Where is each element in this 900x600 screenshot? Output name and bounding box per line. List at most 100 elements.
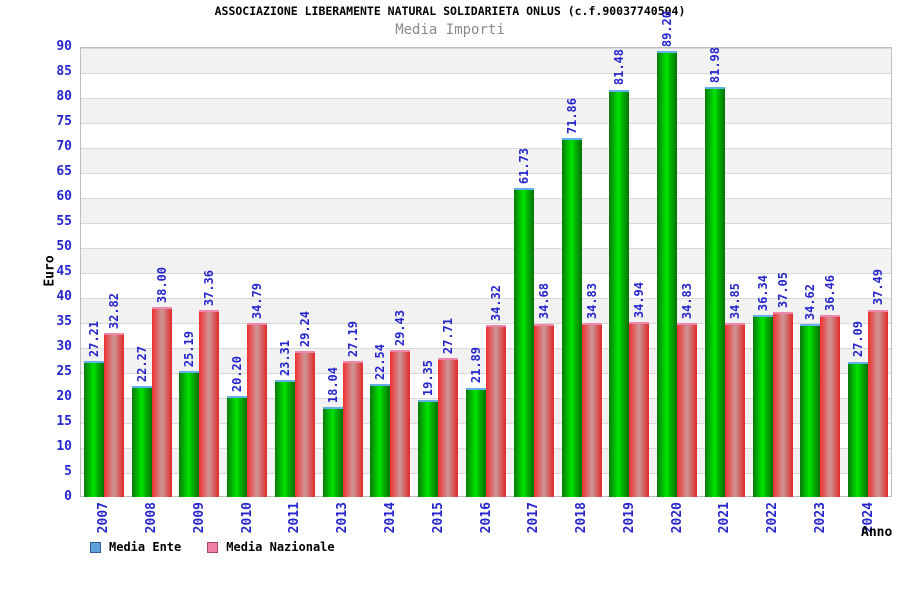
legend: Media Ente Media Nazionale bbox=[90, 540, 335, 554]
bar-media-ente-2024 bbox=[848, 361, 869, 497]
x-tick-2015: 2015 bbox=[414, 502, 462, 546]
value-text: 27.19 bbox=[345, 320, 360, 358]
legend-label-media-nazionale: Media Nazionale bbox=[226, 540, 335, 554]
value-label-bar-media-nazionale-2015: 27.71 bbox=[438, 318, 458, 354]
value-label-bar-media-nazionale-2007: 32.82 bbox=[104, 293, 124, 329]
value-text: 22.27 bbox=[134, 345, 149, 382]
y-tick-45: 45 bbox=[56, 264, 72, 279]
x-tick-text: 2014 bbox=[382, 502, 398, 534]
bar-media-nazionale-2022 bbox=[772, 311, 793, 497]
value-text: 27.21 bbox=[86, 320, 101, 357]
value-text: 25.19 bbox=[182, 330, 197, 368]
value-label-bar-media-ente-2016: 21.89 bbox=[466, 347, 486, 383]
bar-media-nazionale-2007 bbox=[103, 332, 124, 497]
value-text: 34.32 bbox=[489, 285, 503, 322]
bar-media-nazionale-2021 bbox=[724, 322, 745, 497]
value-text: 29.43 bbox=[393, 309, 408, 346]
bar-media-nazionale-2016 bbox=[486, 325, 506, 497]
bar-group-2016: 21.89 34.32 bbox=[462, 47, 510, 497]
y-tick-15: 15 bbox=[56, 414, 72, 429]
x-tick-text: 2010 bbox=[239, 502, 255, 534]
value-text: 36.34 bbox=[755, 275, 770, 312]
value-label-bar-media-nazionale-2023: 36.46 bbox=[820, 275, 840, 311]
bar-media-ente-2010 bbox=[227, 396, 248, 497]
value-label-bar-media-ente-2018: 71.86 bbox=[562, 98, 582, 134]
value-label-bar-media-ente-2023: 34.62 bbox=[800, 284, 820, 320]
x-tick-text: 2011 bbox=[287, 502, 303, 534]
x-tick-text: 2022 bbox=[765, 502, 781, 534]
y-tick-0: 0 bbox=[64, 489, 72, 504]
bar-group-2023: 34.62 36.46 bbox=[796, 47, 844, 497]
value-label-bar-media-ente-2008: 22.27 bbox=[132, 346, 152, 382]
bar-media-ente-2022 bbox=[752, 315, 773, 497]
y-tick-35: 35 bbox=[56, 314, 72, 329]
x-tick-text: 2020 bbox=[669, 502, 685, 534]
x-tick-text: 2009 bbox=[191, 502, 207, 534]
y-tick-50: 50 bbox=[56, 239, 72, 254]
bar-media-nazionale-2019 bbox=[629, 322, 650, 497]
x-tick-text: 2013 bbox=[335, 502, 351, 534]
bar-media-ente-2015 bbox=[418, 400, 439, 497]
x-tick-text: 2008 bbox=[144, 502, 160, 534]
bar-group-2021: 81.98 34.85 bbox=[701, 47, 749, 497]
bar-group-2017: 61.73 34.68 bbox=[510, 47, 558, 497]
value-text: 81.98 bbox=[707, 46, 722, 84]
bar-media-nazionale-2013 bbox=[342, 361, 363, 497]
bar-groups: 27.21 32.82 22.27 38.00 25.19 37.36 20.20 34.79… bbox=[80, 11, 892, 497]
bar-media-ente-2009 bbox=[179, 371, 200, 497]
x-tick-2020: 2020 bbox=[653, 502, 701, 546]
value-label-bar-media-nazionale-2017: 34.68 bbox=[534, 283, 554, 319]
y-tick-20: 20 bbox=[56, 389, 72, 404]
x-axis-title: Anno bbox=[861, 525, 893, 540]
value-text: 34.68 bbox=[536, 283, 551, 320]
bar-media-nazionale-2011 bbox=[294, 350, 315, 497]
bar-media-ente-2018 bbox=[561, 137, 582, 497]
value-label-bar-media-ente-2017: 61.73 bbox=[514, 148, 534, 184]
x-tick-text: 2021 bbox=[717, 502, 733, 534]
bar-group-2018: 71.86 34.83 bbox=[558, 47, 606, 497]
y-tick-80: 80 bbox=[56, 89, 72, 104]
value-text: 18.04 bbox=[325, 366, 340, 403]
y-tick-10: 10 bbox=[56, 439, 72, 454]
bar-media-nazionale-2018 bbox=[581, 322, 602, 497]
y-tick-30: 30 bbox=[56, 339, 72, 354]
x-tick-2017: 2017 bbox=[510, 502, 558, 546]
value-text: 23.31 bbox=[277, 340, 292, 377]
value-text: 29.24 bbox=[297, 310, 312, 347]
value-text: 34.83 bbox=[680, 282, 695, 319]
value-text: 71.86 bbox=[564, 97, 579, 134]
x-tick-2022: 2022 bbox=[749, 502, 797, 546]
value-text: 27.09 bbox=[851, 321, 866, 358]
bar-group-2022: 36.34 37.05 bbox=[749, 47, 797, 497]
value-text: 34.79 bbox=[250, 282, 265, 320]
y-axis-title: Euro bbox=[42, 255, 58, 287]
value-text: 19.35 bbox=[421, 360, 436, 397]
value-text: 38.00 bbox=[154, 266, 169, 303]
bar-media-ente-2014 bbox=[370, 384, 391, 497]
legend-item-media-nazionale: Media Nazionale bbox=[207, 540, 335, 554]
x-tick-2016: 2016 bbox=[462, 502, 510, 546]
bar-media-ente-2016 bbox=[466, 387, 486, 497]
value-text: 22.54 bbox=[373, 344, 388, 381]
value-label-bar-media-nazionale-2010: 34.79 bbox=[247, 283, 267, 319]
bar-media-nazionale-2014 bbox=[390, 349, 411, 497]
bar-media-ente-2021 bbox=[704, 87, 725, 497]
value-label-bar-media-ente-2022: 36.34 bbox=[753, 275, 773, 311]
bar-media-nazionale-2010 bbox=[247, 323, 268, 497]
value-label-bar-media-ente-2015: 19.35 bbox=[418, 360, 438, 396]
bar-media-nazionale-2009 bbox=[199, 310, 220, 497]
value-label-bar-media-ente-2009: 25.19 bbox=[179, 331, 199, 367]
x-tick-2014: 2014 bbox=[367, 502, 415, 546]
value-label-bar-media-ente-2007: 27.21 bbox=[84, 321, 104, 357]
value-text: 61.73 bbox=[516, 148, 531, 185]
y-tick-65: 65 bbox=[56, 164, 72, 179]
bar-group-2019: 81.48 34.94 bbox=[605, 47, 653, 497]
value-label-bar-media-ente-2013: 18.04 bbox=[323, 367, 343, 403]
bar-media-nazionale-2024 bbox=[868, 309, 889, 497]
y-tick-90: 90 bbox=[56, 39, 72, 54]
value-text: 20.20 bbox=[230, 355, 245, 392]
bar-group-2007: 27.21 32.82 bbox=[80, 47, 128, 497]
value-label-bar-media-nazionale-2013: 27.19 bbox=[343, 321, 363, 357]
x-tick-text: 2017 bbox=[526, 502, 542, 534]
bar-group-2011: 23.31 29.24 bbox=[271, 47, 319, 497]
